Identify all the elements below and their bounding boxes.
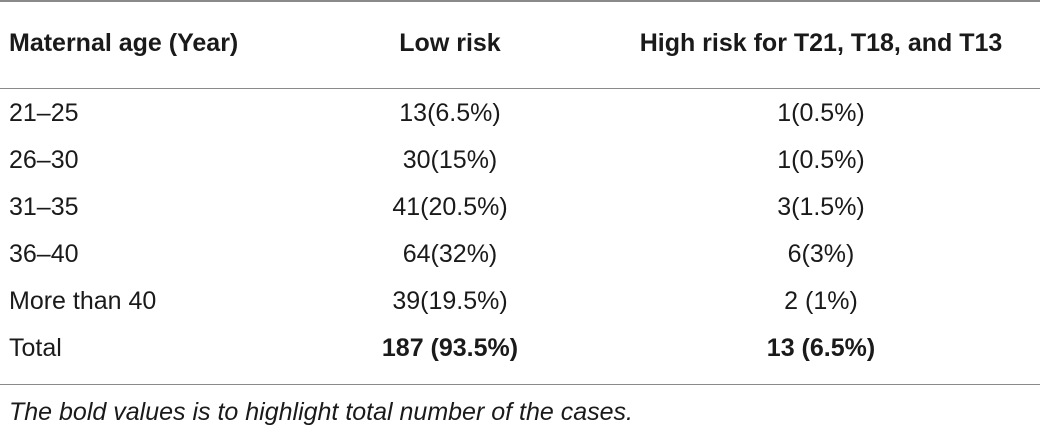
cell-low-risk: 13(6.5%) bbox=[399, 99, 501, 127]
table-row: More than 40 39(19.5%) 2 (1%) bbox=[0, 278, 1040, 325]
cell-high-risk: 1(0.5%) bbox=[777, 146, 865, 174]
cell-high-risk: 1(0.5%) bbox=[777, 99, 865, 127]
cell-age: Total bbox=[9, 334, 62, 362]
table-row: 26–30 30(15%) 1(0.5%) bbox=[0, 137, 1040, 184]
table-header-row: Maternal age (Year) Low risk High risk f… bbox=[0, 20, 1040, 67]
table-row: 31–35 41(20.5%) 3(1.5%) bbox=[0, 184, 1040, 231]
header-low-risk: Low risk bbox=[399, 29, 501, 57]
cell-high-risk: 6(3%) bbox=[787, 240, 855, 268]
cell-age: More than 40 bbox=[9, 287, 157, 315]
cell-age: 26–30 bbox=[9, 146, 79, 174]
table-top-rule bbox=[0, 0, 1040, 2]
cell-age: 36–40 bbox=[9, 240, 79, 268]
table-row-total: Total 187 (93.5%) 13 (6.5%) bbox=[0, 325, 1040, 372]
cell-high-risk: 3(1.5%) bbox=[777, 193, 865, 221]
header-maternal-age: Maternal age (Year) bbox=[9, 29, 239, 57]
cell-high-risk: 2 (1%) bbox=[784, 287, 858, 315]
header-high-risk: High risk for T21, T18, and T13 bbox=[639, 29, 1003, 57]
cell-age: 21–25 bbox=[9, 99, 79, 127]
table-row: 36–40 64(32%) 6(3%) bbox=[0, 231, 1040, 278]
cell-low-risk: 39(19.5%) bbox=[392, 287, 508, 315]
table-row: 21–25 13(6.5%) 1(0.5%) bbox=[0, 90, 1040, 137]
cell-low-risk: 41(20.5%) bbox=[392, 193, 508, 221]
cell-age: 31–35 bbox=[9, 193, 79, 221]
cell-low-risk: 30(15%) bbox=[402, 146, 498, 174]
table-header-rule bbox=[0, 88, 1040, 89]
cell-high-risk-total: 13 (6.5%) bbox=[766, 334, 876, 362]
table-footnote: The bold values is to highlight total nu… bbox=[9, 398, 633, 426]
cell-low-risk: 64(32%) bbox=[402, 240, 498, 268]
cell-low-risk-total: 187 (93.5%) bbox=[381, 334, 519, 362]
table-bottom-rule bbox=[0, 384, 1040, 385]
